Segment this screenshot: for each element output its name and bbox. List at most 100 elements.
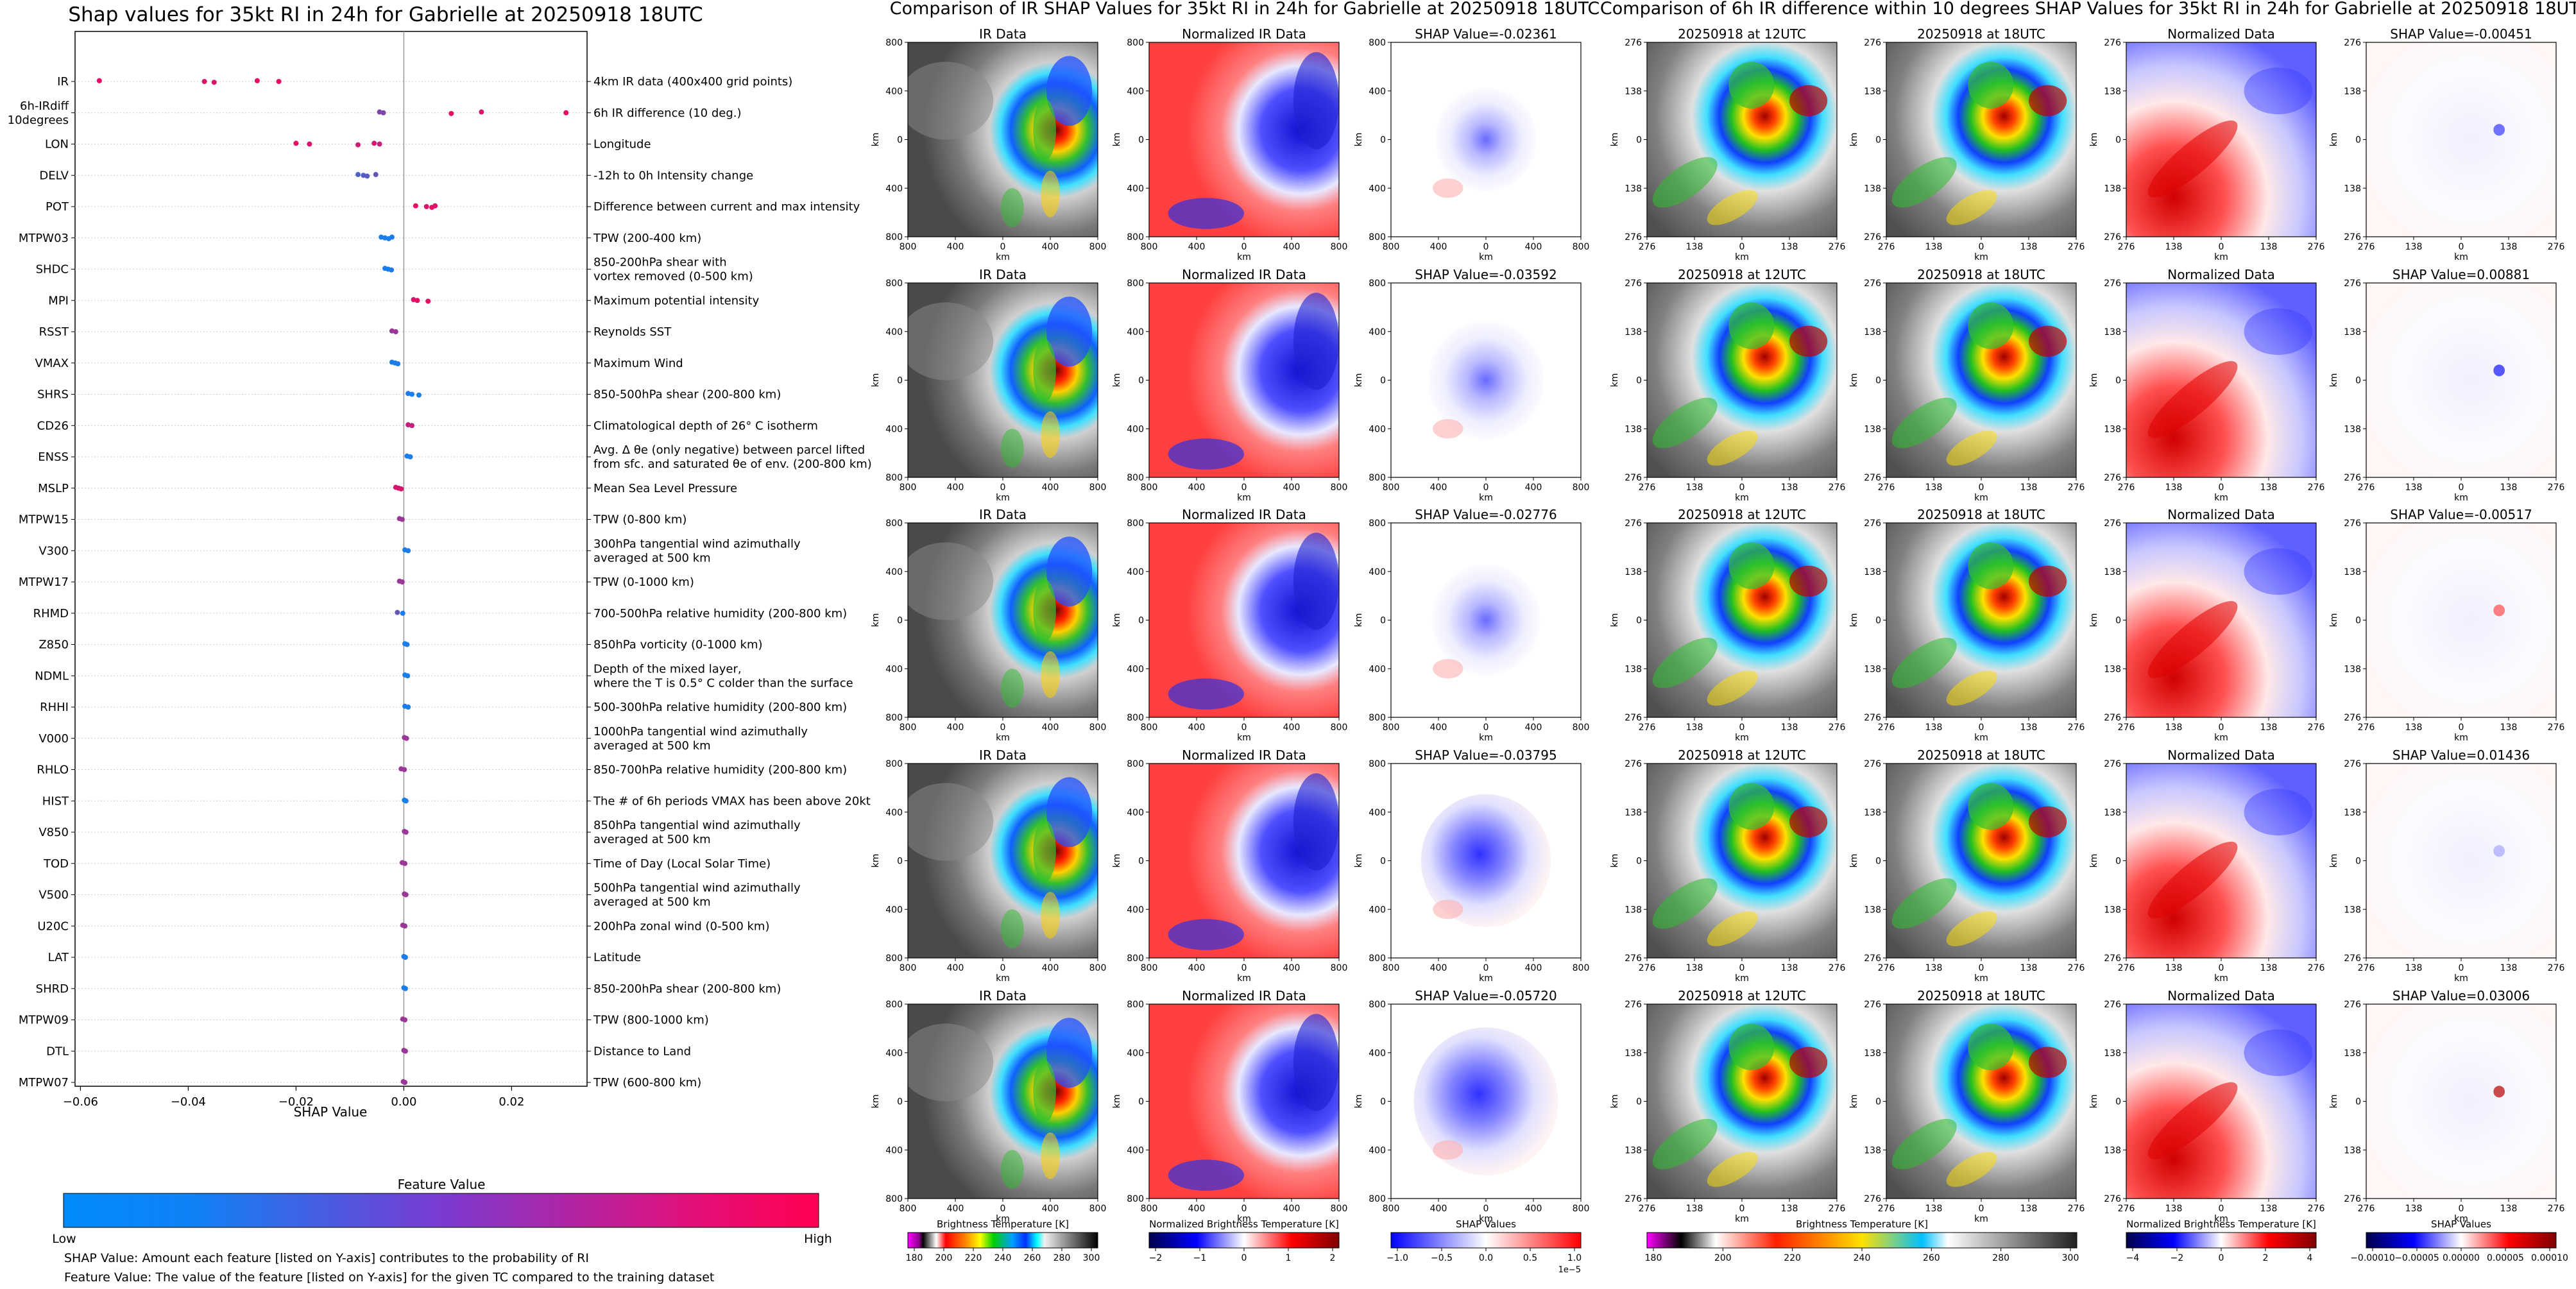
panel-x-axis-label: km	[996, 733, 1010, 743]
panel-x-tick-label: 0	[1241, 722, 1247, 733]
colorbar-tick-label: 280	[1053, 1253, 1071, 1263]
shap-point	[254, 78, 260, 83]
panel-x-axis-label: km	[996, 493, 1010, 503]
shap-point	[380, 110, 386, 115]
panel-y-tick-label: 0	[2115, 857, 2121, 867]
panel-x-tick-label: 276	[2358, 482, 2375, 493]
panel-x-tick-label: 800	[1383, 722, 1400, 733]
panel-x-axis-label: km	[2454, 733, 2468, 743]
x-tick-label: −0.06	[63, 1095, 98, 1109]
panel-x-tick-label: 138	[1781, 963, 1798, 973]
shap-point	[413, 203, 418, 209]
panel-y-tick-label: 800	[1369, 1194, 1386, 1204]
panel-y-tick-label: 800	[1127, 38, 1144, 48]
panel-y-tick-label: 276	[1864, 759, 1881, 769]
shap-point	[307, 141, 312, 147]
panel-x-axis-label: km	[2454, 252, 2468, 262]
panel-y-tick-label: 800	[1369, 953, 1386, 964]
panel-title: IR Data	[979, 267, 1027, 282]
panel-title: SHAP Value=-0.03592	[1415, 267, 1557, 282]
panel-x-tick-label: 0	[1739, 482, 1745, 493]
shap-point	[404, 735, 409, 741]
panel-x-axis-label: km	[1237, 252, 1251, 262]
panel-x-tick-label: 276	[2118, 1204, 2135, 1214]
shap-point	[276, 79, 282, 84]
colorbar-label: Brightness Temperature [K]	[937, 1218, 1069, 1230]
feature-description-label: TPW (0-1000 km)	[593, 576, 694, 589]
panel-y-axis-label: km	[1849, 613, 1859, 627]
panel-y-tick-label: 276	[1625, 473, 1642, 483]
colorbar-label: SHAP Values	[1456, 1218, 1516, 1230]
panel-y-tick-label: 400	[1127, 664, 1144, 674]
panel-x-tick-label: 800	[1331, 242, 1348, 252]
panel-x-tick-label: 400	[1283, 1204, 1301, 1214]
panel-y-axis-label: km	[1354, 1095, 1364, 1109]
panel-y-tick-label: 0	[2115, 616, 2121, 626]
feature-description-label: -12h to 0h Intensity change	[593, 169, 753, 182]
panel-y-tick-label: 0	[1380, 376, 1386, 386]
panel-x-tick-label: 0	[1483, 722, 1489, 733]
panel-y-tick-label: 800	[1369, 473, 1386, 483]
panel-y-axis-label: km	[1112, 854, 1122, 868]
feature-code-label: VMAX	[35, 357, 69, 370]
panel-x-axis-label: km	[1974, 973, 1988, 984]
panel-x-tick-label: 276	[1829, 242, 1846, 252]
shap-point	[201, 79, 207, 84]
panel-y-axis-label: km	[1354, 373, 1364, 388]
panel-x-tick-label: 400	[1283, 963, 1301, 973]
feature-code-label: LAT	[48, 951, 69, 964]
colorbar-tick-label: −1	[1193, 1253, 1207, 1263]
panel-title: SHAP Value=0.01436	[2393, 747, 2530, 763]
shap-xlabel: SHAP Value	[294, 1104, 368, 1120]
panel-x-tick-label: 0	[2459, 963, 2464, 973]
panel-x-tick-label: 138	[2020, 242, 2038, 252]
feature-description-label: 850-500hPa shear (200-800 km)	[593, 388, 781, 402]
panel-y-tick-label: 138	[2344, 567, 2361, 577]
panel-y-tick-label: 138	[1864, 664, 1881, 674]
panel-y-tick-label: 400	[885, 905, 903, 915]
colorbar-low-label: Low	[52, 1232, 76, 1246]
panel-x-tick-label: 800	[1089, 482, 1107, 493]
panel-y-tick-label: 400	[1127, 87, 1144, 97]
panel-y-tick-label: 400	[1369, 808, 1386, 818]
panel-y-axis-label: km	[871, 1095, 881, 1109]
normalized-ir-panel: 80080040040000400400800800kmkmNormalized…	[1112, 747, 1347, 984]
panel-y-tick-label: 800	[885, 232, 903, 243]
panel-x-tick-label: 138	[2020, 963, 2038, 973]
panel-x-tick-label: 138	[2405, 963, 2423, 973]
panel-x-tick-label: 276	[1878, 963, 1895, 973]
shap-point	[373, 172, 379, 178]
panel-y-tick-label: 0	[1875, 1097, 1881, 1107]
note-feature-value: Feature Value: The value of the feature …	[64, 1270, 714, 1285]
panel-y-tick-label: 138	[2104, 1048, 2121, 1059]
colorbar-tick-label: −2	[2171, 1253, 2184, 1263]
panel-y-tick-label: 0	[897, 135, 903, 146]
panel-y-tick-label: 0	[1875, 376, 1881, 386]
panel-x-tick-label: 400	[1188, 242, 1206, 252]
panel-x-tick-label: 800	[1141, 242, 1158, 252]
panel-y-axis-label: km	[1610, 854, 1620, 868]
panel-y-tick-label: 138	[2344, 424, 2361, 434]
panel-x-axis-label: km	[1735, 493, 1749, 503]
panel-y-tick-label: 400	[885, 327, 903, 337]
panel-x-tick-label: 276	[2358, 963, 2375, 973]
shap-point	[448, 110, 454, 116]
colorbar-tick-label: 0.00005	[2487, 1253, 2524, 1263]
colorbar-tick-label: −0.00010	[2350, 1253, 2395, 1263]
panel-y-tick-label: 276	[1864, 1194, 1881, 1204]
panel-y-axis-label: km	[1610, 613, 1620, 627]
panel-y-tick-label: 276	[1864, 473, 1881, 483]
colorbar-label: Normalized Brightness Temperature [K]	[2126, 1218, 2316, 1230]
panel-x-tick-label: 800	[1141, 963, 1158, 973]
panel-x-tick-label: 800	[1331, 963, 1348, 973]
panel-x-tick-label: 800	[900, 242, 917, 252]
colorbar-tick-label: 300	[2062, 1253, 2079, 1263]
feature-code-label: MTPW15	[19, 513, 69, 527]
feature-code-label: ENSS	[38, 450, 69, 464]
colorbar-tick-label: 220	[1784, 1253, 1801, 1263]
panel-y-tick-label: 0	[1636, 1097, 1642, 1107]
panel-x-tick-label: 276	[2358, 722, 2375, 733]
